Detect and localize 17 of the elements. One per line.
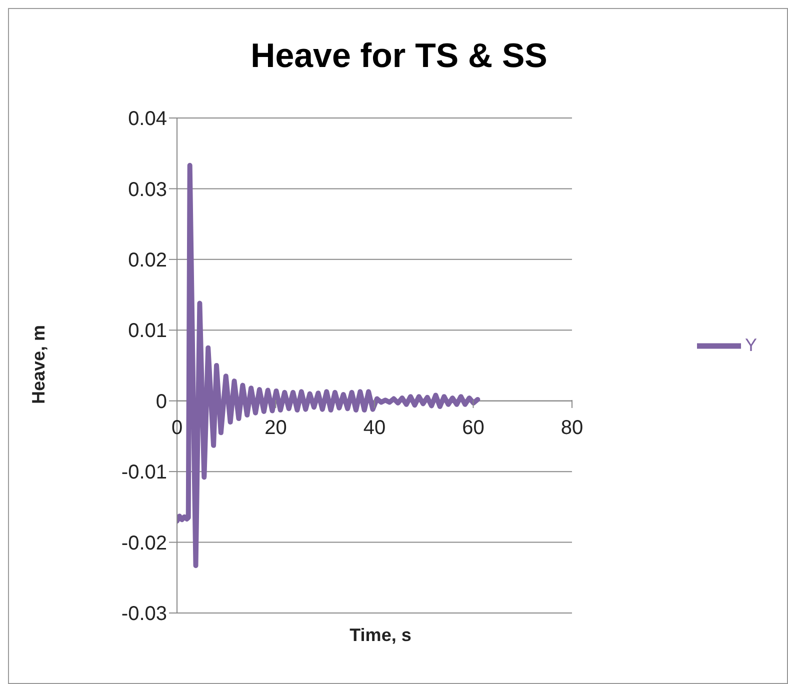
x-tick-label: 60 xyxy=(462,417,484,439)
x-tick-label: 20 xyxy=(264,417,287,439)
x-tick-label: 40 xyxy=(363,417,386,439)
y-tick-label: 0.03 xyxy=(128,178,167,201)
x-axis-title: Time, s xyxy=(348,625,412,646)
chart-title: Heave for TS & SS xyxy=(250,37,548,76)
y-tick-label: 0 xyxy=(156,390,167,413)
x-tick-label: 80 xyxy=(560,417,584,439)
y-tick-label: 0.04 xyxy=(128,108,167,130)
y-tick-label: -0.03 xyxy=(121,603,167,626)
y-tick-label: -0.02 xyxy=(121,532,167,554)
x-tick-label: 0 xyxy=(171,417,183,439)
y-tick-label: 0.01 xyxy=(128,320,167,342)
legend-label: Y xyxy=(744,334,757,355)
y-tick-label: 0.02 xyxy=(128,250,167,272)
y-axis-title: Heave, m xyxy=(28,324,50,406)
y-tick-label: -0.01 xyxy=(121,462,167,484)
